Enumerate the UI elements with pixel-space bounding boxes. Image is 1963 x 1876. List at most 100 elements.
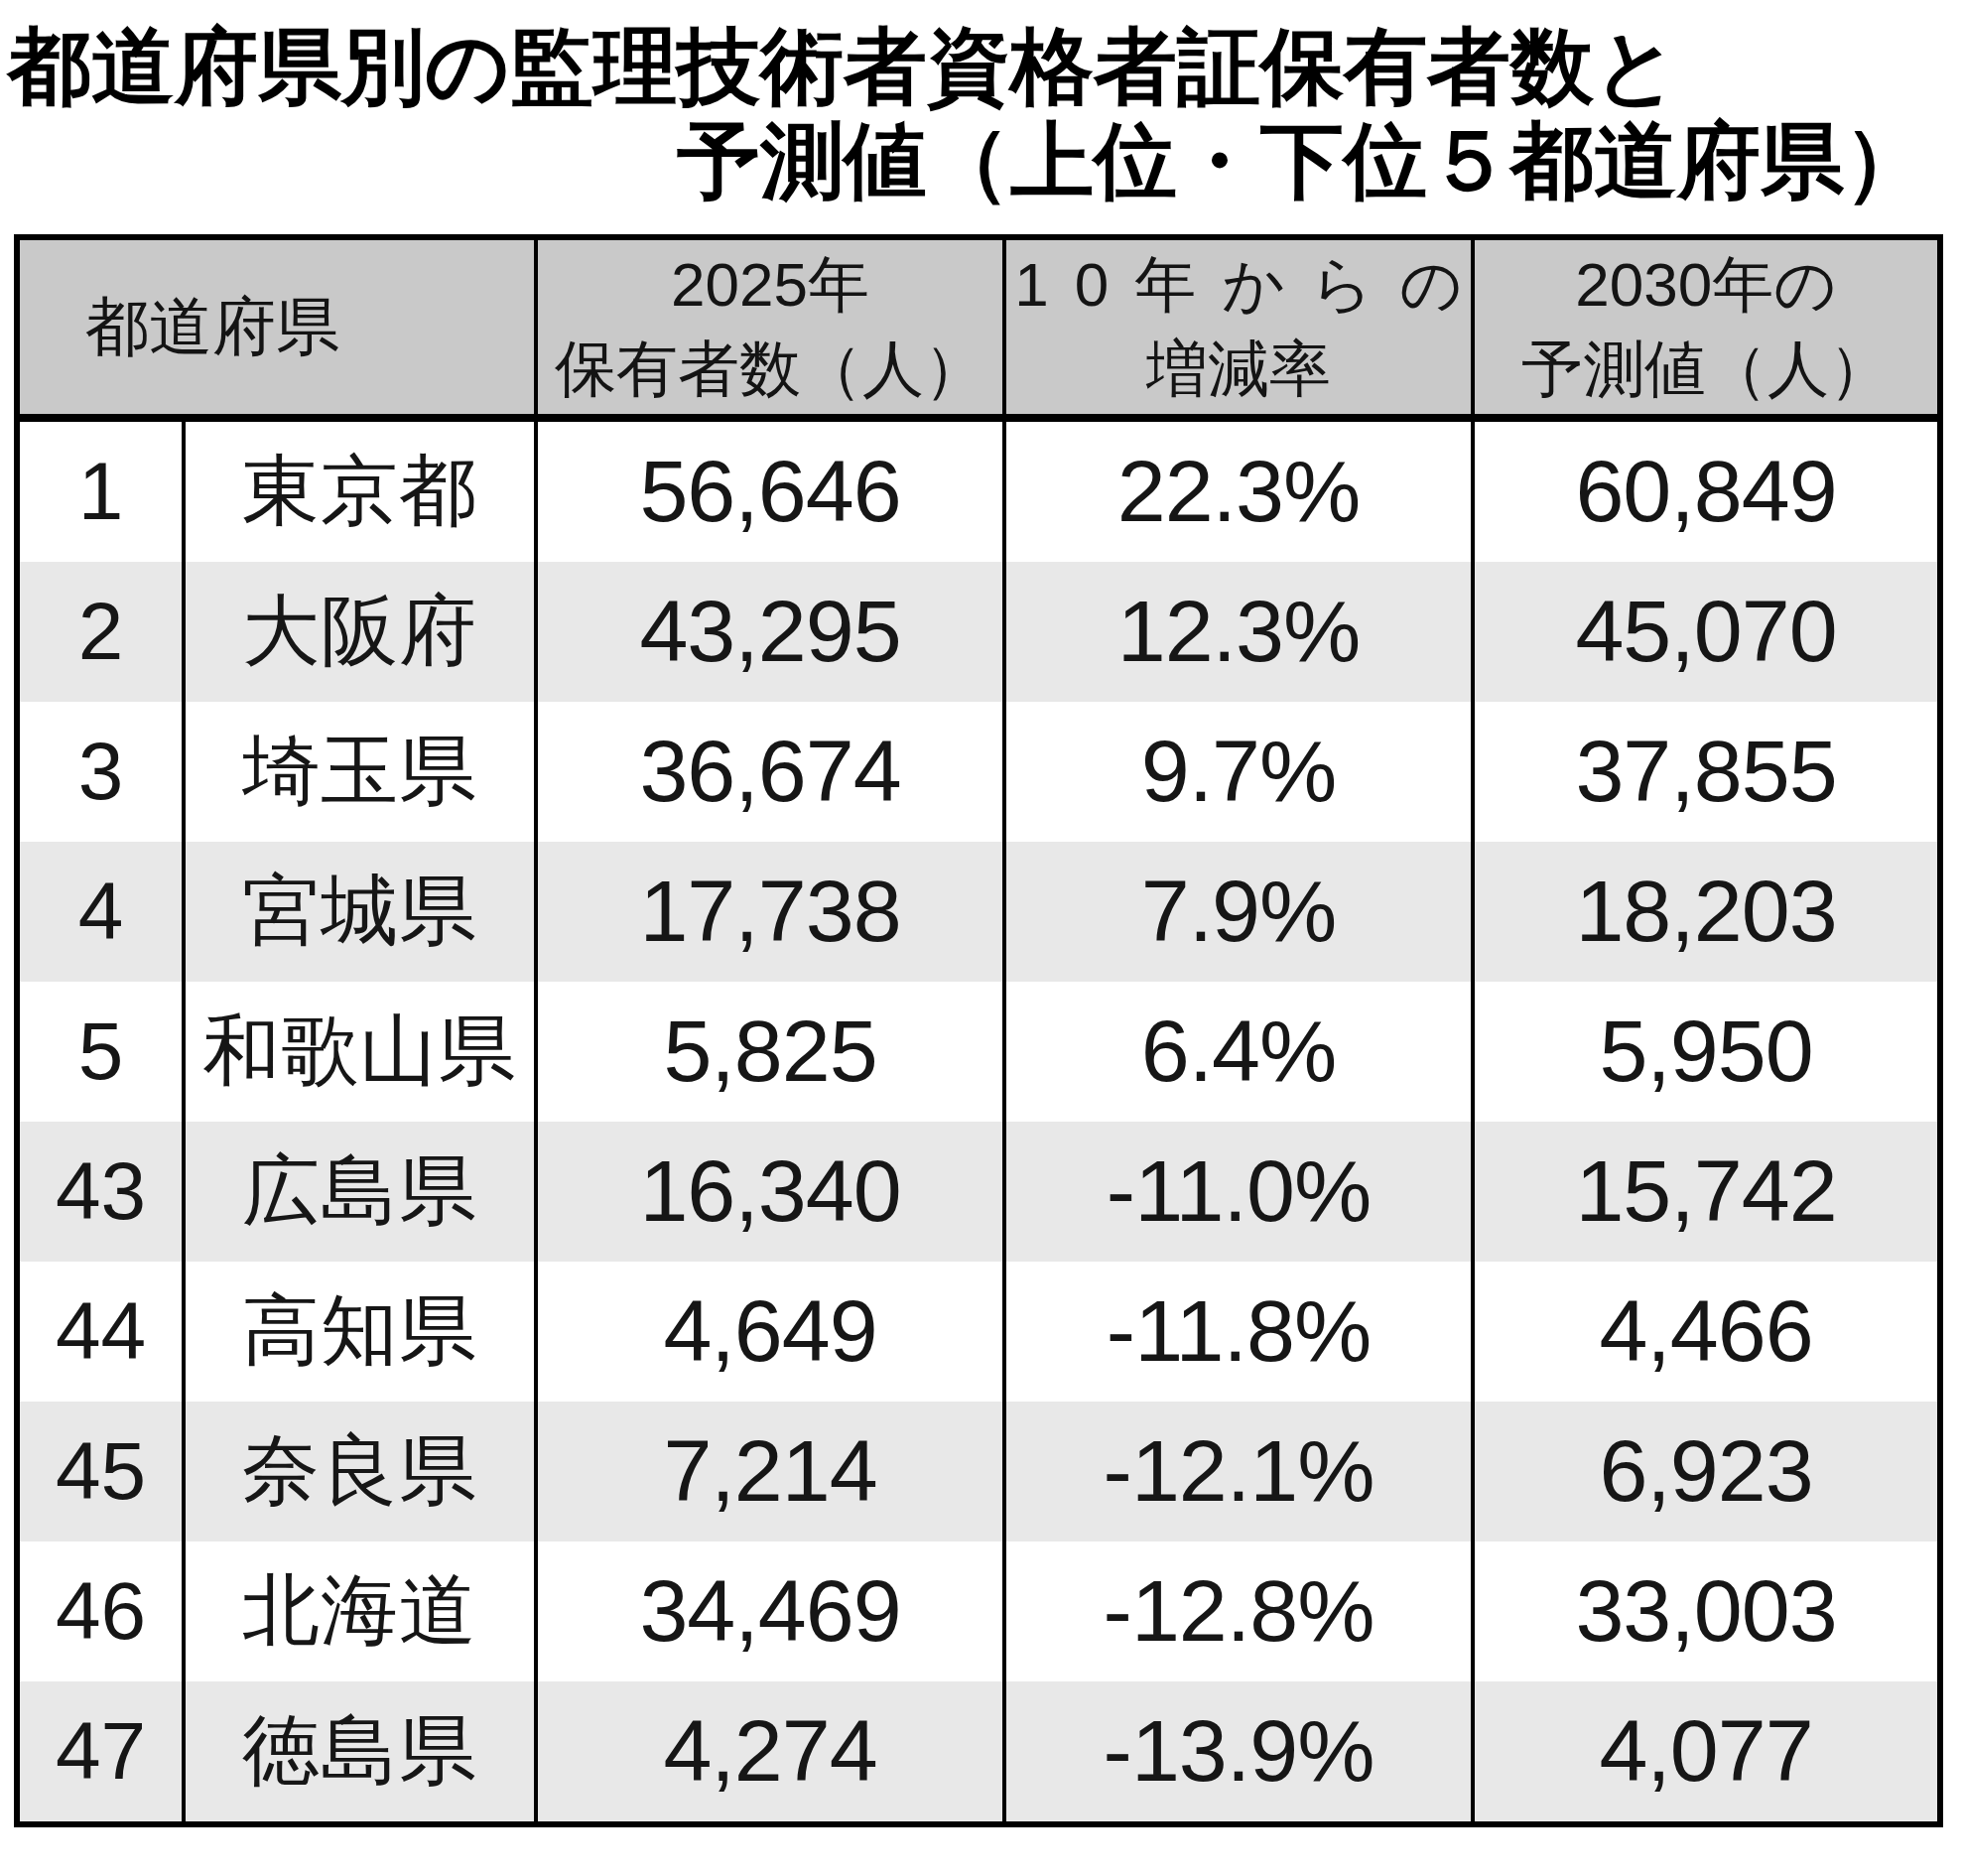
forecast-2030-value: 45,070 (1575, 581, 1836, 682)
header-holders-2025: 2025年 保有者数（人） (534, 240, 1002, 414)
change-rate-value: -11.8% (1107, 1280, 1371, 1382)
change-rate-value: -11.0% (1107, 1140, 1371, 1242)
rank-value: 2 (78, 585, 124, 678)
holders-2025-cell: 43,295 (534, 562, 1002, 702)
forecast-2030-value: 33,003 (1575, 1560, 1836, 1662)
prefecture-name: 和歌山県 (203, 1000, 517, 1104)
prefecture-name: 東京都 (242, 440, 477, 544)
holders-2025-value: 17,738 (639, 861, 900, 962)
rank-value: 47 (56, 1704, 146, 1798)
header-forecast-2030: 2030年の 予測値（人） (1471, 240, 1937, 414)
holders-2025-value: 5,825 (663, 1001, 876, 1102)
forecast-2030-cell: 18,203 (1471, 842, 1937, 982)
rank-cell: 43 (20, 1122, 182, 1262)
table-row: 3 埼玉県 36,674 9.7% 37,855 (20, 702, 1937, 842)
holders-2025-cell: 4,649 (534, 1262, 1002, 1402)
forecast-2030-value: 6,923 (1599, 1420, 1812, 1522)
rank-value: 1 (78, 445, 124, 538)
forecast-2030-cell: 60,849 (1471, 422, 1937, 562)
table-row: 43 広島県 16,340 -11.0% 15,742 (20, 1122, 1937, 1262)
rank-value: 3 (78, 725, 124, 818)
holders-2025-cell: 4,274 (534, 1681, 1002, 1821)
prefecture-name: 埼玉県 (242, 720, 477, 824)
holders-2025-cell: 17,738 (534, 842, 1002, 982)
figure-title: 都道府県別の監理技術者資格者証保有者数と 予測値（上位・下位５都道府県） (0, 0, 1963, 208)
prefecture-name: 宮城県 (242, 860, 477, 964)
header-forecast-2030-line2: 予測値（人） (1521, 327, 1891, 412)
change-rate-value: -13.9% (1104, 1700, 1374, 1802)
rank-value: 46 (56, 1564, 146, 1658)
rank-value: 45 (56, 1424, 146, 1518)
holders-2025-value: 43,295 (639, 581, 900, 682)
prefecture-cell: 北海道 (182, 1541, 534, 1681)
holders-2025-cell: 7,214 (534, 1402, 1002, 1541)
table-row: 5 和歌山県 5,825 6.4% 5,950 (20, 982, 1937, 1122)
header-change-rate-line2: 増減率 (1146, 327, 1331, 412)
forecast-2030-value: 15,742 (1575, 1140, 1836, 1242)
prefecture-cell: 宮城県 (182, 842, 534, 982)
forecast-2030-value: 5,950 (1599, 1001, 1812, 1102)
rank-value: 43 (56, 1144, 146, 1238)
figure-title-line2: 予測値（上位・下位５都道府県） (0, 114, 1963, 208)
forecast-2030-cell: 6,923 (1471, 1402, 1937, 1541)
prefecture-name: 大阪府 (242, 580, 477, 684)
holders-2025-value: 4,274 (663, 1700, 876, 1802)
change-rate-value: 12.3% (1117, 581, 1361, 682)
table-row: 1 東京都 56,646 22.3% 60,849 (20, 422, 1937, 562)
header-prefecture: 都道府県 (20, 240, 534, 414)
forecast-2030-cell: 4,077 (1471, 1681, 1937, 1821)
rank-cell: 45 (20, 1402, 182, 1541)
prefecture-cell: 広島県 (182, 1122, 534, 1262)
holders-2025-cell: 34,469 (534, 1541, 1002, 1681)
change-rate-value: 9.7% (1141, 721, 1337, 822)
rank-value: 4 (78, 865, 124, 958)
forecast-2030-value: 18,203 (1575, 861, 1836, 962)
holders-2025-value: 16,340 (639, 1140, 900, 1242)
holders-2025-cell: 36,674 (534, 702, 1002, 842)
rank-cell: 46 (20, 1541, 182, 1681)
table-header-row: 都道府県 2025年 保有者数（人） 10年からの 増減率 2030年の 予測値… (20, 240, 1937, 422)
rank-value: 5 (78, 1005, 124, 1098)
change-rate-cell: 22.3% (1002, 422, 1471, 562)
prefecture-data-table: 都道府県 2025年 保有者数（人） 10年からの 増減率 2030年の 予測値… (14, 234, 1943, 1827)
prefecture-name: 北海道 (242, 1559, 477, 1664)
prefecture-cell: 徳島県 (182, 1681, 534, 1821)
table-body: 1 東京都 56,646 22.3% 60,849 2 大阪府 43,295 1… (20, 422, 1937, 1821)
prefecture-name: 広島県 (242, 1139, 477, 1244)
rank-cell: 44 (20, 1262, 182, 1402)
change-rate-cell: 9.7% (1002, 702, 1471, 842)
forecast-2030-cell: 37,855 (1471, 702, 1937, 842)
table-row: 4 宮城県 17,738 7.9% 18,203 (20, 842, 1937, 982)
figure-title-line1: 都道府県別の監理技術者資格者証保有者数と (0, 20, 1963, 114)
rank-cell: 3 (20, 702, 182, 842)
rank-cell: 1 (20, 422, 182, 562)
change-rate-cell: -12.8% (1002, 1541, 1471, 1681)
holders-2025-value: 56,646 (639, 441, 900, 542)
forecast-2030-value: 60,849 (1575, 441, 1836, 542)
table-row: 47 徳島県 4,274 -13.9% 4,077 (20, 1681, 1937, 1821)
change-rate-cell: -11.8% (1002, 1262, 1471, 1402)
holders-2025-value: 4,649 (663, 1280, 876, 1382)
change-rate-value: -12.1% (1104, 1420, 1374, 1522)
change-rate-value: -12.8% (1104, 1560, 1374, 1662)
prefecture-cell: 高知県 (182, 1262, 534, 1402)
table-row: 44 高知県 4,649 -11.8% 4,466 (20, 1262, 1937, 1402)
forecast-2030-cell: 15,742 (1471, 1122, 1937, 1262)
forecast-2030-value: 4,077 (1599, 1700, 1812, 1802)
change-rate-cell: 6.4% (1002, 982, 1471, 1122)
table-row: 45 奈良県 7,214 -12.1% 6,923 (20, 1402, 1937, 1541)
header-change-rate-line1: 10年からの (1014, 242, 1489, 328)
rank-cell: 4 (20, 842, 182, 982)
forecast-2030-cell: 5,950 (1471, 982, 1937, 1122)
change-rate-value: 7.9% (1141, 861, 1337, 962)
holders-2025-cell: 5,825 (534, 982, 1002, 1122)
forecast-2030-value: 4,466 (1599, 1280, 1812, 1382)
holders-2025-cell: 16,340 (534, 1122, 1002, 1262)
prefecture-name: 奈良県 (242, 1419, 477, 1524)
forecast-2030-value: 37,855 (1575, 721, 1836, 822)
prefecture-cell: 和歌山県 (182, 982, 534, 1122)
header-forecast-2030-line1: 2030年の (1575, 242, 1836, 328)
prefecture-name: 徳島県 (242, 1699, 477, 1804)
holders-2025-value: 36,674 (639, 721, 900, 822)
rank-cell: 2 (20, 562, 182, 702)
